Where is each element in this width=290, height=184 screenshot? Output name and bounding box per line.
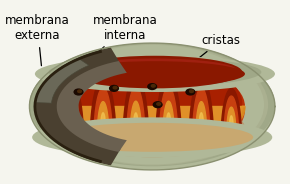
Ellipse shape bbox=[68, 61, 242, 145]
Circle shape bbox=[113, 86, 117, 89]
Circle shape bbox=[78, 90, 81, 93]
Polygon shape bbox=[156, 76, 182, 145]
Ellipse shape bbox=[32, 117, 272, 157]
Circle shape bbox=[186, 89, 195, 95]
Circle shape bbox=[151, 85, 155, 87]
Polygon shape bbox=[193, 88, 210, 141]
Polygon shape bbox=[94, 88, 113, 141]
Circle shape bbox=[74, 89, 83, 95]
Ellipse shape bbox=[68, 56, 242, 88]
Ellipse shape bbox=[35, 56, 275, 92]
Ellipse shape bbox=[59, 65, 245, 155]
Polygon shape bbox=[229, 116, 233, 130]
Ellipse shape bbox=[36, 44, 268, 165]
Ellipse shape bbox=[65, 61, 245, 86]
Polygon shape bbox=[68, 111, 73, 126]
Polygon shape bbox=[68, 107, 245, 146]
Ellipse shape bbox=[29, 43, 275, 166]
Polygon shape bbox=[163, 101, 174, 139]
Polygon shape bbox=[130, 101, 142, 139]
Polygon shape bbox=[123, 76, 149, 145]
Polygon shape bbox=[90, 77, 116, 143]
Polygon shape bbox=[221, 88, 242, 139]
Polygon shape bbox=[166, 113, 171, 132]
Polygon shape bbox=[133, 113, 138, 132]
Circle shape bbox=[190, 90, 193, 93]
Ellipse shape bbox=[40, 45, 264, 164]
Polygon shape bbox=[189, 77, 213, 143]
Polygon shape bbox=[35, 58, 89, 103]
Polygon shape bbox=[65, 107, 245, 150]
Polygon shape bbox=[159, 87, 178, 143]
Ellipse shape bbox=[73, 59, 237, 82]
Polygon shape bbox=[57, 81, 83, 135]
Polygon shape bbox=[199, 113, 204, 131]
Ellipse shape bbox=[65, 63, 245, 150]
Circle shape bbox=[157, 103, 161, 105]
Circle shape bbox=[110, 86, 118, 91]
Polygon shape bbox=[64, 101, 76, 131]
Polygon shape bbox=[227, 107, 236, 135]
Ellipse shape bbox=[48, 94, 256, 163]
Polygon shape bbox=[101, 113, 106, 131]
Ellipse shape bbox=[29, 43, 275, 170]
Polygon shape bbox=[224, 96, 239, 138]
Ellipse shape bbox=[48, 58, 261, 86]
Ellipse shape bbox=[51, 123, 253, 152]
Text: membrana
interna: membrana interna bbox=[86, 14, 157, 63]
Text: cristas: cristas bbox=[172, 34, 240, 79]
Polygon shape bbox=[126, 87, 145, 143]
Ellipse shape bbox=[59, 99, 245, 157]
Circle shape bbox=[153, 102, 162, 108]
Polygon shape bbox=[61, 89, 80, 134]
Text: membrana
externa: membrana externa bbox=[5, 14, 70, 66]
Polygon shape bbox=[196, 102, 207, 137]
Polygon shape bbox=[57, 61, 127, 152]
Polygon shape bbox=[35, 47, 121, 165]
Polygon shape bbox=[97, 102, 109, 137]
Circle shape bbox=[148, 84, 157, 89]
